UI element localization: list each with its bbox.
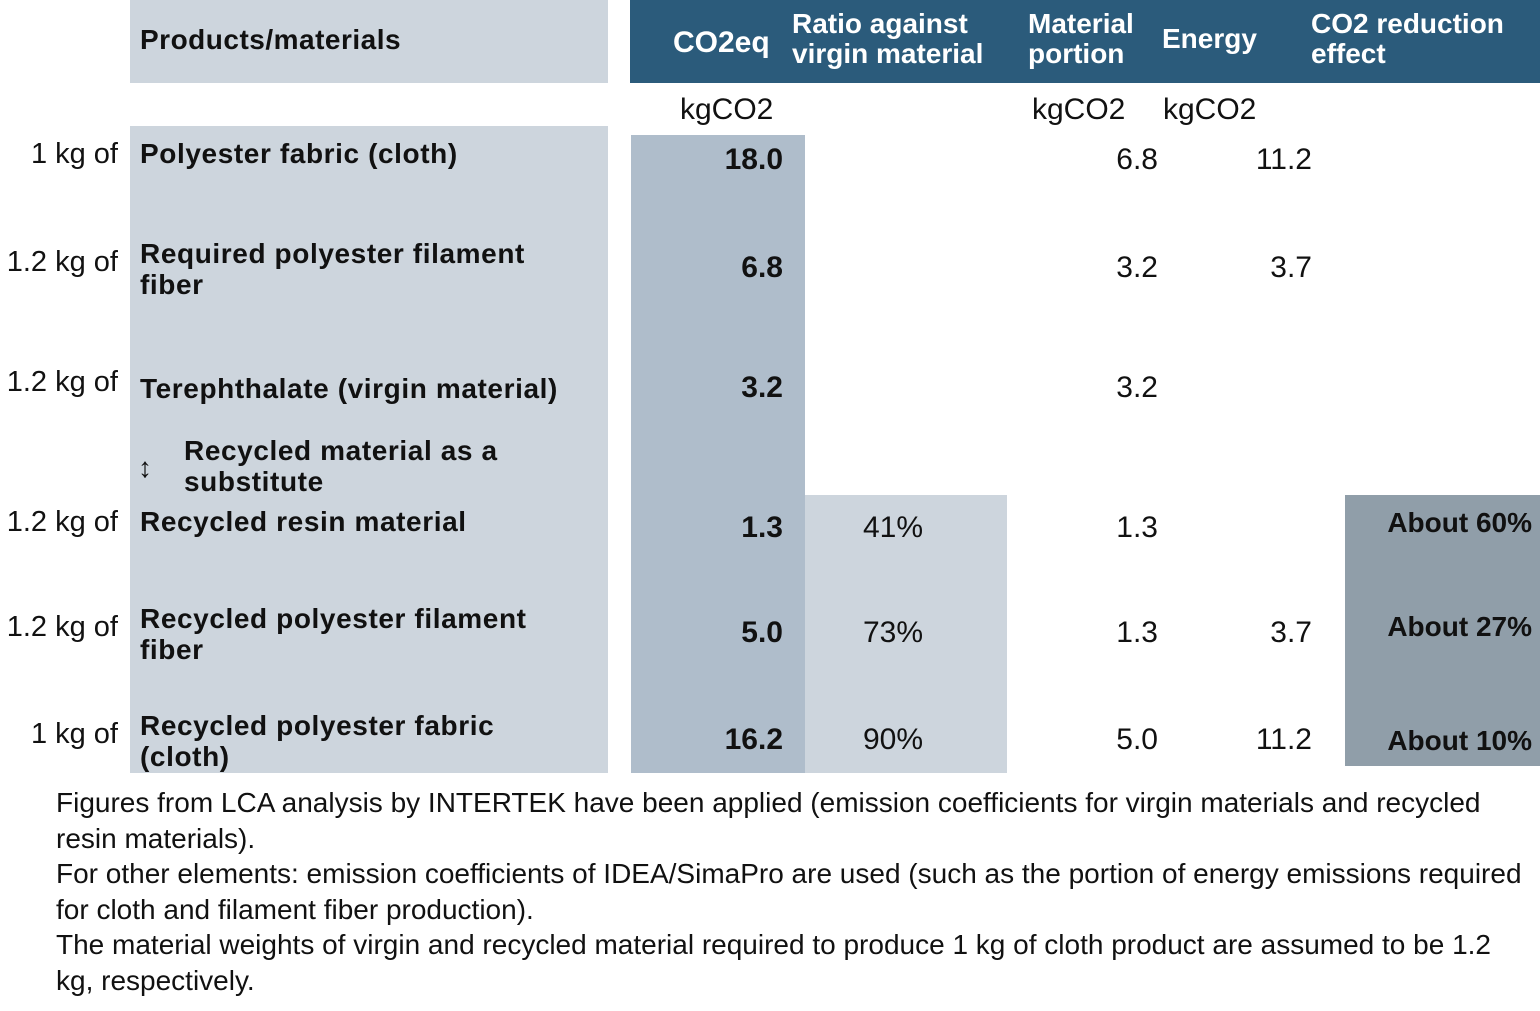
row-ratio: 73% xyxy=(863,616,924,649)
energy-unit: kgCO2 xyxy=(1163,93,1257,126)
row-quantity: 1.2 kg of xyxy=(6,246,118,278)
row-quantity: 1.2 kg of xyxy=(6,506,118,538)
row-reduction: About 60% xyxy=(1387,507,1532,538)
row-co2eq: 5.0 xyxy=(741,616,783,649)
ratio-header-line: Ratio against xyxy=(792,8,968,39)
products-header: Products/materials xyxy=(140,24,402,55)
row-product: Recycled polyester filament fiber xyxy=(140,603,527,665)
row-product-line: (cloth) xyxy=(140,741,230,772)
co2eq-header: CO2eq xyxy=(673,26,770,59)
row-material: 5.0 xyxy=(1116,723,1158,756)
footnote: Figures from LCA analysis by INTERTEK ha… xyxy=(56,787,1481,854)
row-energy: 3.7 xyxy=(1270,616,1312,649)
row-product: Recycled resin material xyxy=(140,506,467,537)
row-product-line: Polyester fabric (cloth) xyxy=(140,138,458,169)
row-reduction: About 10% xyxy=(1387,725,1532,756)
row-co2eq: 6.8 xyxy=(741,251,783,284)
row-energy: 11.2 xyxy=(1255,723,1312,756)
up-down-arrow-icon: ↕ xyxy=(138,452,152,483)
row-co2eq: 1.3 xyxy=(741,511,783,544)
row-product: Recycled polyester fabric (cloth) xyxy=(140,710,494,772)
ratio-header-line: virgin material xyxy=(792,38,984,69)
ratio-column-bg xyxy=(805,495,1007,773)
row-product-line: Recycled polyester fabric xyxy=(140,710,495,741)
substitute-label-line: substitute xyxy=(184,466,324,497)
material-header-line: Material xyxy=(1028,8,1134,39)
co2eq-unit: kgCO2 xyxy=(680,93,774,126)
row-co2eq: 3.2 xyxy=(741,371,783,404)
co2eq-column-bg xyxy=(631,135,805,773)
reduction-header-line: effect xyxy=(1311,38,1386,69)
substitute-label: Recycled material as a substitute xyxy=(184,435,498,497)
material-header-line: portion xyxy=(1028,38,1125,69)
row-energy: 3.7 xyxy=(1270,251,1312,284)
row-reduction: About 27% xyxy=(1387,611,1532,642)
material-unit: kgCO2 xyxy=(1032,93,1126,126)
row-quantity: 1 kg of xyxy=(30,138,118,170)
reduction-header: CO2 reduction effect xyxy=(1311,9,1504,69)
row-material: 3.2 xyxy=(1116,371,1158,404)
row-material: 1.3 xyxy=(1116,616,1158,649)
row-product-line: fiber xyxy=(140,269,204,300)
row-product-line: fiber xyxy=(140,634,204,665)
products-body-bg xyxy=(130,126,608,773)
footnotes: Figures from LCA analysis by INTERTEK ha… xyxy=(56,785,1536,998)
material-header: Material portion xyxy=(1028,9,1134,69)
metrics-header-bg xyxy=(630,0,1540,83)
energy-header: Energy xyxy=(1162,23,1257,54)
products-header-bg xyxy=(130,0,608,83)
row-material: 3.2 xyxy=(1116,251,1158,284)
ratio-header: Ratio against virgin material xyxy=(792,9,983,69)
row-material: 6.8 xyxy=(1116,143,1158,176)
row-energy: 11.2 xyxy=(1255,143,1312,176)
substitute-label-line: Recycled material as a xyxy=(184,435,498,466)
row-quantity: 1.2 kg of xyxy=(6,611,118,643)
row-product: Required polyester filament fiber xyxy=(140,238,525,300)
reduction-header-line: CO2 reduction xyxy=(1311,8,1504,39)
row-quantity: 1.2 kg of xyxy=(6,366,118,398)
row-product-line: Required polyester filament xyxy=(140,238,525,269)
row-co2eq: 16.2 xyxy=(724,723,783,756)
row-product: Polyester fabric (cloth) xyxy=(140,138,458,169)
footnote: For other elements: emission coefficient… xyxy=(56,858,1522,925)
row-ratio: 41% xyxy=(863,511,924,544)
row-material: 1.3 xyxy=(1116,511,1158,544)
row-quantity: 1 kg of xyxy=(30,718,118,750)
footnote: The material weights of virgin and recyc… xyxy=(56,929,1491,996)
row-product-line: Recycled resin material xyxy=(140,506,467,537)
row-co2eq: 18.0 xyxy=(724,143,783,176)
row-ratio: 90% xyxy=(863,723,924,756)
row-product-line: Terephthalate (virgin material) xyxy=(140,373,558,404)
row-product-line: Recycled polyester filament xyxy=(140,603,527,634)
reduction-column-bg xyxy=(1345,495,1540,766)
row-product: Terephthalate (virgin material) xyxy=(140,373,558,404)
